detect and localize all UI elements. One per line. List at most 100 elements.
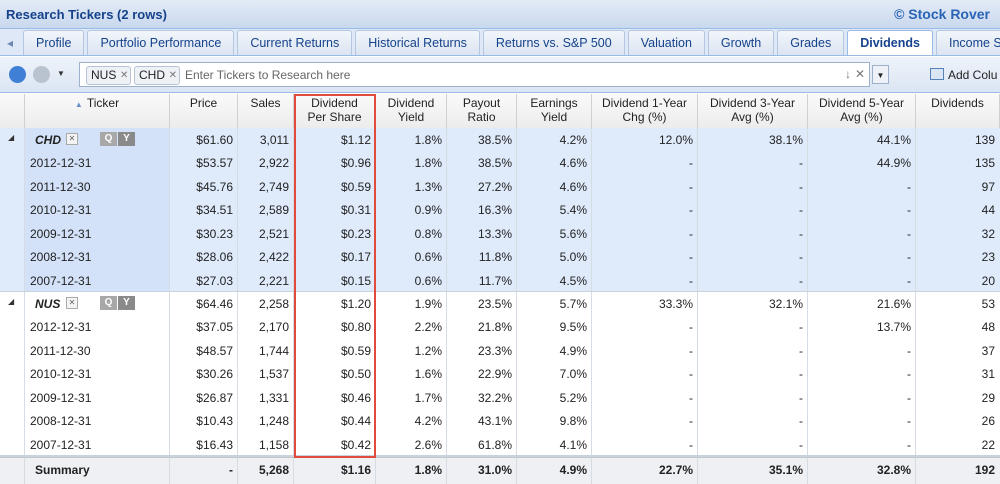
chip-label: CHD: [139, 68, 165, 82]
column-header[interactable]: Dividend 1-Year Chg (%): [592, 94, 698, 128]
tab[interactable]: Growth: [707, 30, 775, 55]
date: 2010-12-31: [30, 203, 92, 218]
column-divider: [169, 409, 170, 433]
clear-icon[interactable]: ✕: [854, 67, 865, 81]
date: 2011-12-30: [30, 343, 91, 358]
chip-remove[interactable]: ✕: [168, 70, 177, 81]
toolbar: ▼ Enter Tickers to Research here ↓ ✕ NUS…: [0, 57, 1000, 93]
history-dropdown[interactable]: ▼: [57, 69, 65, 78]
value-cell: 9.5%: [559, 320, 587, 335]
column-header[interactable]: Dividends: [916, 94, 1000, 128]
quote-button[interactable]: Y: [118, 296, 135, 310]
tab[interactable]: Portfolio Performance: [87, 30, 235, 55]
value-cell: 1,158: [258, 437, 289, 452]
value-cell: 2,922: [258, 156, 289, 171]
value-cell: 139: [974, 133, 995, 147]
tab[interactable]: Grades: [777, 30, 845, 55]
value-cell: -: [799, 226, 803, 241]
remove-ticker[interactable]: ✕: [66, 297, 78, 309]
ticker-chip[interactable]: NUS ✕: [86, 66, 132, 85]
header-label: Dividend: [311, 96, 358, 110]
tab[interactable]: Profile: [23, 30, 85, 55]
value-cell: 20: [981, 273, 995, 288]
ticker-input[interactable]: Enter Tickers to Research here ↓ ✕ NUS ✕ C…: [79, 62, 870, 87]
expander[interactable]: ◢: [8, 297, 15, 306]
quote-button[interactable]: Q: [100, 132, 117, 146]
expander[interactable]: ◢: [8, 133, 15, 142]
column-divider: [591, 385, 592, 410]
column-divider: [915, 128, 916, 152]
tab[interactable]: Current Returns: [237, 30, 353, 55]
column-divider: [516, 409, 517, 433]
column-divider: [446, 338, 447, 363]
value-cell: 192: [974, 463, 995, 478]
column-header[interactable]: Dividend Per Share: [294, 94, 376, 128]
history-row: 2011-12-30 $45.76 2,749 $0.59 1.3% 27.2% 4.6% -…: [0, 174, 1000, 200]
value-cell: $0.46: [340, 390, 371, 405]
column-divider: [591, 221, 592, 246]
value-cell: $30.23: [196, 226, 233, 241]
value-cell: -: [799, 273, 803, 288]
value-cell: -: [689, 273, 693, 288]
quote-button[interactable]: Y: [118, 132, 135, 146]
history-row: 2009-12-31 $26.87 1,331 $0.46 1.7% 32.2% 5.2% -…: [0, 385, 1000, 411]
history-row: 2009-12-31 $30.23 2,521 $0.23 0.8% 13.3% 5.6% -…: [0, 221, 1000, 247]
header-label: Earnings: [530, 96, 578, 110]
tab[interactable]: Returns vs. S&P 500: [482, 30, 625, 55]
column-divider: [516, 198, 517, 222]
remove-ticker[interactable]: ✕: [66, 133, 78, 145]
value-cell: $1.16: [340, 463, 371, 478]
input-dropdown[interactable]: ▼: [872, 65, 889, 84]
value-cell: 32.2%: [477, 390, 512, 405]
value-cell: $61.60: [196, 133, 233, 147]
header-label: Dividend: [387, 96, 435, 110]
panel-title: Research Tickers (2 rows): [6, 7, 167, 22]
column-header[interactable]: Sales: [238, 94, 294, 128]
forward-button[interactable]: [33, 66, 50, 83]
column-divider: [446, 409, 447, 433]
sort-icon[interactable]: ↓: [845, 67, 851, 81]
column-divider: [915, 432, 916, 456]
scroll-left[interactable]: ◂: [6, 36, 14, 50]
value-cell: 1,744: [258, 343, 289, 358]
summary-label: Summary: [35, 463, 90, 478]
value-cell: 35.1%: [768, 463, 803, 478]
value-cell: 44.9%: [876, 156, 911, 171]
column-header[interactable]: Price: [170, 94, 238, 128]
header-text: Dividend: [376, 96, 446, 110]
column-divider: [169, 338, 170, 363]
column-header[interactable]: Payout Ratio: [447, 94, 517, 128]
back-button[interactable]: [9, 66, 26, 83]
brand[interactable]: © Stock Rover: [894, 6, 990, 22]
tab[interactable]: Income State: [935, 30, 1000, 55]
column-divider: [169, 151, 170, 175]
chip-remove[interactable]: ✕: [119, 70, 129, 81]
value-cell: $27.03: [196, 273, 233, 288]
value-cell: 21.8%: [477, 320, 512, 335]
column-divider: [807, 292, 808, 316]
tab[interactable]: Valuation: [627, 30, 705, 55]
quote-button[interactable]: Q: [100, 296, 117, 310]
column-header[interactable]: Dividend 5-Year Avg (%): [808, 94, 916, 128]
header-text: Yield: [376, 110, 446, 124]
date: 2010-12-31: [30, 367, 92, 382]
ticker-cell-bg: [25, 315, 170, 339]
header-label: Price: [189, 96, 218, 110]
add-columns[interactable]: Add Colu: [948, 68, 998, 82]
column-header[interactable]: Dividend 3-Year Avg (%): [698, 94, 808, 128]
value-cell: 2,521: [258, 226, 289, 241]
column-header[interactable]: Earnings Yield: [517, 94, 592, 128]
column-header[interactable]: Dividend Yield: [376, 94, 447, 128]
column-divider: [293, 221, 294, 246]
column-header[interactable]: ▲ Ticker: [25, 94, 170, 128]
value-cell: $26.87: [196, 390, 233, 405]
column-divider: [516, 174, 517, 199]
tab[interactable]: Historical Returns: [355, 30, 480, 55]
ticker-chip[interactable]: CHD ✕: [134, 66, 180, 85]
value-cell: -: [689, 320, 693, 335]
column-divider: [807, 198, 808, 222]
column-divider: [293, 362, 294, 386]
column-divider: [24, 268, 25, 292]
tab[interactable]: Dividends: [847, 30, 933, 55]
date: 2007-12-31: [30, 437, 92, 452]
